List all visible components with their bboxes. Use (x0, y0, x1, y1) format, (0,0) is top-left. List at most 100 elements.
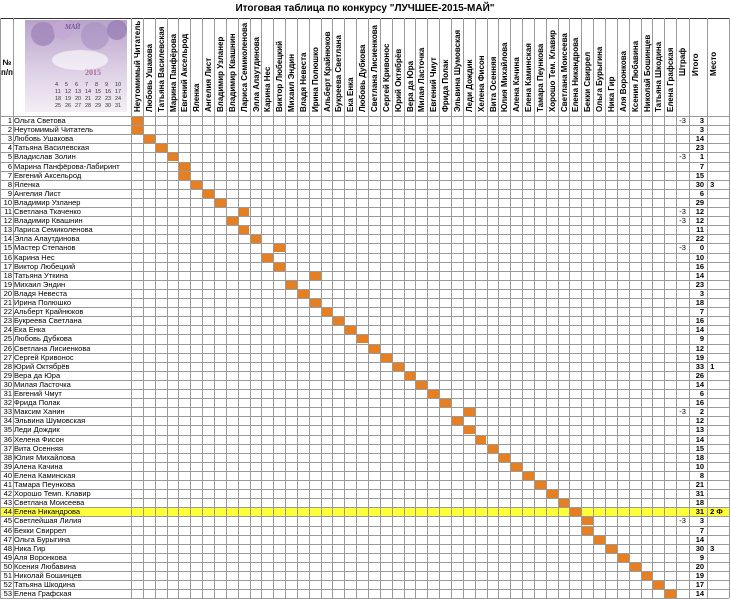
row-number: 42 (3, 489, 12, 499)
participant-name: Любовь Ушакова (14, 134, 74, 144)
total-value: 33 (695, 361, 705, 371)
grid-vline (450, 18, 452, 599)
row-number: 20 (3, 288, 12, 298)
penalty-column-header: Штраф (678, 47, 688, 76)
logo-month: МАЙ (64, 23, 81, 31)
column-header: Фрида Полак (441, 59, 451, 112)
grid-hline (0, 352, 730, 354)
grid-hline (0, 516, 730, 518)
row-number: 45 (3, 516, 12, 526)
participant-name: Владислав Золин (14, 152, 76, 162)
column-header: Элла Алаутдинова (251, 37, 261, 112)
participant-name: Альберт Крайнюков (14, 307, 84, 317)
logo-day: 17 (115, 89, 121, 95)
corner-pp-header: п/п (1, 68, 13, 77)
total-value: 7 (699, 161, 705, 171)
place-value: 1 (710, 361, 715, 371)
column-header: Марина Панфёрова (168, 33, 178, 112)
total-value: 26 (695, 370, 705, 380)
row-number: 6 (7, 161, 12, 171)
logo-day: 30 (105, 103, 111, 109)
grid-hline (0, 134, 730, 136)
total-value: 13 (695, 425, 705, 435)
logo-day: 16 (105, 89, 111, 95)
column-header: Светлана Моисеева (559, 33, 569, 112)
grid-hline (0, 188, 730, 190)
self-cell (238, 226, 250, 235)
row-number: 5 (7, 152, 12, 162)
column-header: Ксения Любавина (630, 40, 640, 112)
participant-name: Ангелия Лист (14, 188, 61, 198)
logo-calendar-days: 4 5 6 7 8 9 10 11 12 13 14 15 16 17 18 19 20 21 22 23 24 25 26… (55, 82, 121, 109)
self-cell (357, 335, 368, 344)
self-cell (534, 481, 546, 490)
grid-hline (0, 243, 730, 245)
participant-name: Вита Осенняя (14, 443, 63, 453)
column-header: Татьяна Шкодина (654, 41, 664, 112)
grid-hline (0, 152, 730, 154)
penalty-value: -3 (679, 216, 686, 226)
row-number: 28 (3, 361, 12, 371)
self-cell (617, 553, 629, 562)
column-header: Вита Осенняя (488, 56, 498, 112)
row-number: 12 (3, 216, 12, 226)
row-number: 51 (3, 571, 12, 580)
grid-vline (498, 18, 500, 599)
grid-hline (0, 552, 730, 554)
column-header: Елена Никандрова (571, 37, 581, 112)
logo-day: 4 (55, 82, 58, 88)
self-cell (143, 135, 155, 144)
participant-name: Сергей Кривонос (14, 352, 74, 362)
participant-name: Эльвина Шумовская (14, 416, 86, 426)
grid-vline (707, 18, 709, 599)
self-cell (428, 390, 440, 399)
participant-name: Евгений Чмут (14, 389, 62, 398)
row-number: 9 (7, 188, 12, 198)
row-number: 19 (3, 279, 12, 289)
participant-name: Букреева Светлана (14, 316, 82, 326)
grid-hline (0, 161, 730, 163)
grid-hline (0, 580, 730, 582)
grid-hline (0, 561, 730, 563)
grid-vline (522, 18, 524, 599)
row-number: 32 (3, 398, 12, 408)
row-number: 30 (3, 379, 12, 389)
self-cell (558, 499, 570, 508)
grid-vline (273, 18, 275, 599)
participant-name: Елена Каминская (14, 470, 76, 480)
total-value: 14 (695, 379, 705, 389)
grid-hline (0, 470, 730, 472)
participant-name: Владя Невеста (14, 288, 68, 298)
row-number: 21 (3, 298, 12, 307)
participant-name: Хелена Фисон (14, 434, 64, 444)
grid-vline (628, 18, 630, 599)
row-number: 33 (3, 407, 12, 417)
self-cell (309, 299, 321, 308)
total-value: 12 (695, 416, 705, 426)
grid-hline (0, 379, 730, 381)
self-cell (167, 153, 179, 162)
row-number: 49 (3, 552, 12, 562)
row-number: 27 (3, 352, 12, 362)
self-cell (226, 217, 238, 226)
logo-day: 31 (115, 103, 121, 109)
participant-name: Бекки Свиррел (14, 525, 67, 535)
self-cell (380, 353, 392, 362)
grid-hline (0, 261, 730, 263)
row-number: 13 (3, 225, 12, 235)
grid-hline (0, 143, 730, 145)
row-number: 10 (3, 197, 12, 207)
logo-day: 25 (55, 103, 61, 109)
column-header: Бекки Свиррел (583, 51, 593, 112)
row-number: 41 (3, 480, 12, 489)
grid-hline (0, 170, 730, 172)
row-number: 11 (4, 207, 12, 216)
total-value: 18 (695, 498, 705, 508)
grid-vline (510, 18, 512, 599)
participant-name: Леди Дождик (14, 425, 60, 435)
grid-hline (0, 234, 730, 236)
total-value: 6 (699, 389, 705, 398)
column-header: Вера да Юра (405, 60, 415, 112)
participant-name: Михаил Эндин (14, 279, 66, 289)
self-cell (487, 444, 499, 453)
